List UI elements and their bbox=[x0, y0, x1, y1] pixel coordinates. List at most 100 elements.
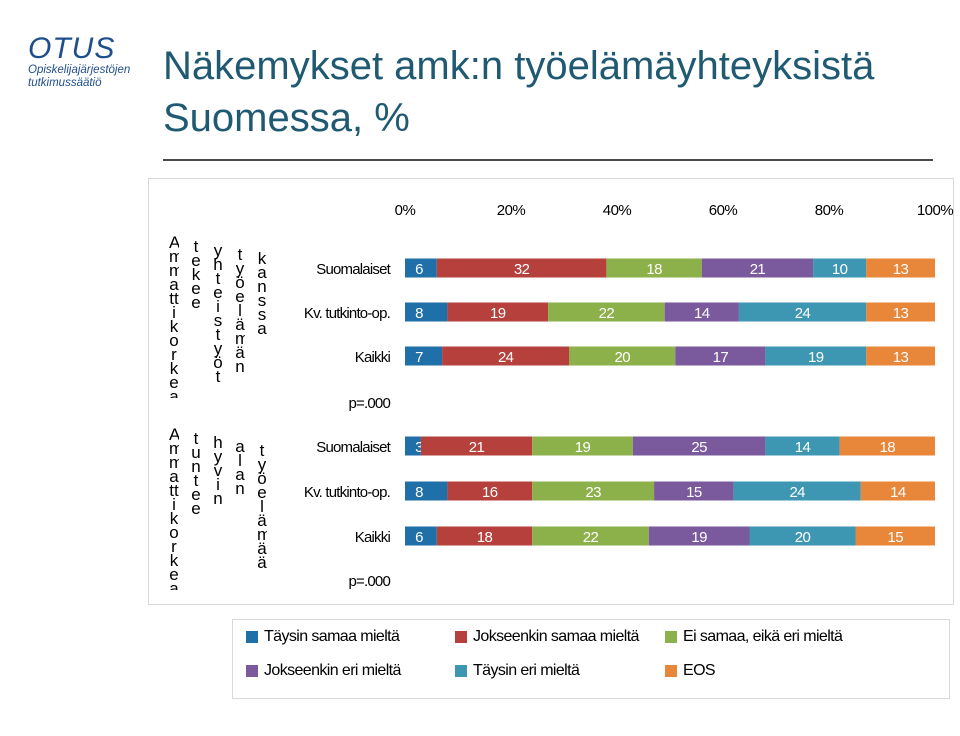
vertical-word-label: yhteistyötä bbox=[213, 244, 223, 382]
row-label: Suomalaiset bbox=[316, 439, 391, 456]
logo-subtitle-line2: tutkimussäätiö bbox=[28, 77, 102, 89]
vertical-word-label: Ammattikorkeakoulu bbox=[169, 236, 179, 398]
legend-swatch bbox=[246, 631, 258, 643]
x-tick-label: 100% bbox=[917, 202, 954, 219]
legend-item: Jokseenkin samaa mieltä bbox=[455, 626, 639, 648]
bar-segment bbox=[675, 346, 766, 366]
legend-swatch bbox=[455, 631, 467, 643]
bar-segment bbox=[749, 526, 856, 546]
data-label: 18 bbox=[477, 529, 493, 546]
vertical-word-label: työelämän bbox=[235, 248, 245, 376]
legend-label: Täysin eri mieltä bbox=[473, 662, 580, 679]
bar-segment bbox=[447, 481, 533, 501]
vertical-word-label: tuntee bbox=[191, 432, 201, 518]
legend-swatch bbox=[455, 665, 467, 677]
legend-swatch bbox=[665, 665, 677, 677]
x-tick-label: 0% bbox=[395, 202, 416, 219]
bar-segment bbox=[436, 258, 607, 278]
chart-frame bbox=[148, 178, 954, 605]
p-value-label: p=.000 bbox=[349, 573, 391, 590]
legend-item: Ei samaa, eikä eri mieltä bbox=[665, 626, 843, 648]
bar-segment bbox=[813, 258, 867, 278]
data-label: 19 bbox=[575, 439, 591, 456]
data-label: 24 bbox=[795, 305, 811, 322]
p-value-label: p=.000 bbox=[349, 395, 391, 412]
data-label: 14 bbox=[795, 439, 811, 456]
vertical-word-label: hyvin bbox=[213, 436, 223, 508]
data-label: 22 bbox=[583, 529, 599, 546]
bar-segment bbox=[866, 258, 935, 278]
x-tick-label: 20% bbox=[497, 202, 526, 219]
vertical-word-label: kanssa bbox=[257, 252, 267, 338]
data-label: 32 bbox=[514, 261, 530, 278]
legend-item: Täysin eri mieltä bbox=[455, 660, 580, 682]
legend-item: Jokseenkin eri mieltä bbox=[246, 660, 401, 682]
row-label: Kv. tutkinto-op. bbox=[304, 305, 390, 322]
data-label: 24 bbox=[498, 349, 514, 366]
data-label: 16 bbox=[482, 484, 498, 501]
data-label: 18 bbox=[880, 439, 896, 456]
bar-segment bbox=[405, 481, 448, 501]
data-label: 23 bbox=[585, 484, 601, 501]
data-label: 18 bbox=[646, 261, 662, 278]
bar-segment bbox=[442, 346, 570, 366]
row-label: Kv. tutkinto-op. bbox=[304, 484, 390, 501]
bar-segment bbox=[648, 526, 750, 546]
legend-frame bbox=[232, 619, 950, 699]
otus-logo: OTUS Opiskelijajärjestöjen tutkimussääti… bbox=[28, 34, 148, 90]
data-label: 17 bbox=[713, 349, 729, 366]
data-label: 6 bbox=[415, 529, 423, 546]
legend-label: Jokseenkin eri mieltä bbox=[264, 662, 401, 679]
legend-item: Täysin samaa mieltä bbox=[246, 626, 400, 648]
data-label: 19 bbox=[808, 349, 824, 366]
bar-segment bbox=[866, 346, 935, 366]
legend-label: Täysin samaa mieltä bbox=[264, 628, 400, 645]
bar-segment bbox=[701, 258, 814, 278]
data-label: 14 bbox=[890, 484, 906, 501]
bar-segment bbox=[532, 481, 655, 501]
data-label: 20 bbox=[795, 529, 811, 546]
bar-segment bbox=[855, 526, 935, 546]
bar-segment bbox=[860, 481, 935, 501]
data-label: 21 bbox=[750, 261, 766, 278]
bar-segment bbox=[632, 436, 766, 456]
legend-swatch bbox=[246, 665, 258, 677]
x-tick-label: 40% bbox=[603, 202, 632, 219]
data-label: 6 bbox=[415, 261, 423, 278]
bar-segment bbox=[436, 526, 533, 546]
legend-label: Jokseenkin samaa mieltä bbox=[473, 628, 639, 645]
legend-label: Ei samaa, eikä eri mieltä bbox=[683, 628, 843, 645]
bar-segment bbox=[420, 436, 533, 456]
data-label: 13 bbox=[893, 305, 909, 322]
bar-segment bbox=[405, 346, 443, 366]
data-label: 21 bbox=[469, 439, 485, 456]
bar-segment bbox=[733, 481, 861, 501]
data-label: 25 bbox=[691, 439, 707, 456]
data-label: 24 bbox=[789, 484, 805, 501]
logo-subtitle-line1: Opiskelijajärjestöjen bbox=[28, 64, 131, 76]
bar-segment bbox=[765, 346, 867, 366]
vertical-word-label: alan bbox=[235, 440, 245, 498]
bar-segment bbox=[447, 302, 549, 322]
bar-segment bbox=[664, 302, 739, 322]
vertical-word-label: työelämää bbox=[257, 444, 267, 570]
vertical-word-label: tekee bbox=[191, 240, 201, 312]
bar-segment bbox=[405, 526, 437, 546]
data-label: 15 bbox=[888, 529, 904, 546]
legend-label: EOS bbox=[683, 662, 716, 679]
legend-swatch bbox=[665, 631, 677, 643]
logo-wordmark: OTUS bbox=[28, 32, 116, 65]
data-label: 19 bbox=[490, 305, 506, 322]
data-label: 7 bbox=[415, 349, 423, 366]
x-tick-label: 60% bbox=[709, 202, 738, 219]
bar-segment bbox=[654, 481, 734, 501]
bar-segment bbox=[548, 302, 665, 322]
data-label: 20 bbox=[615, 349, 631, 366]
data-label: 13 bbox=[893, 261, 909, 278]
bar-segment bbox=[532, 436, 633, 456]
legend-item: EOS bbox=[665, 660, 716, 682]
data-label: 14 bbox=[694, 305, 710, 322]
bar-segment bbox=[532, 526, 649, 546]
bar-segment bbox=[606, 258, 702, 278]
